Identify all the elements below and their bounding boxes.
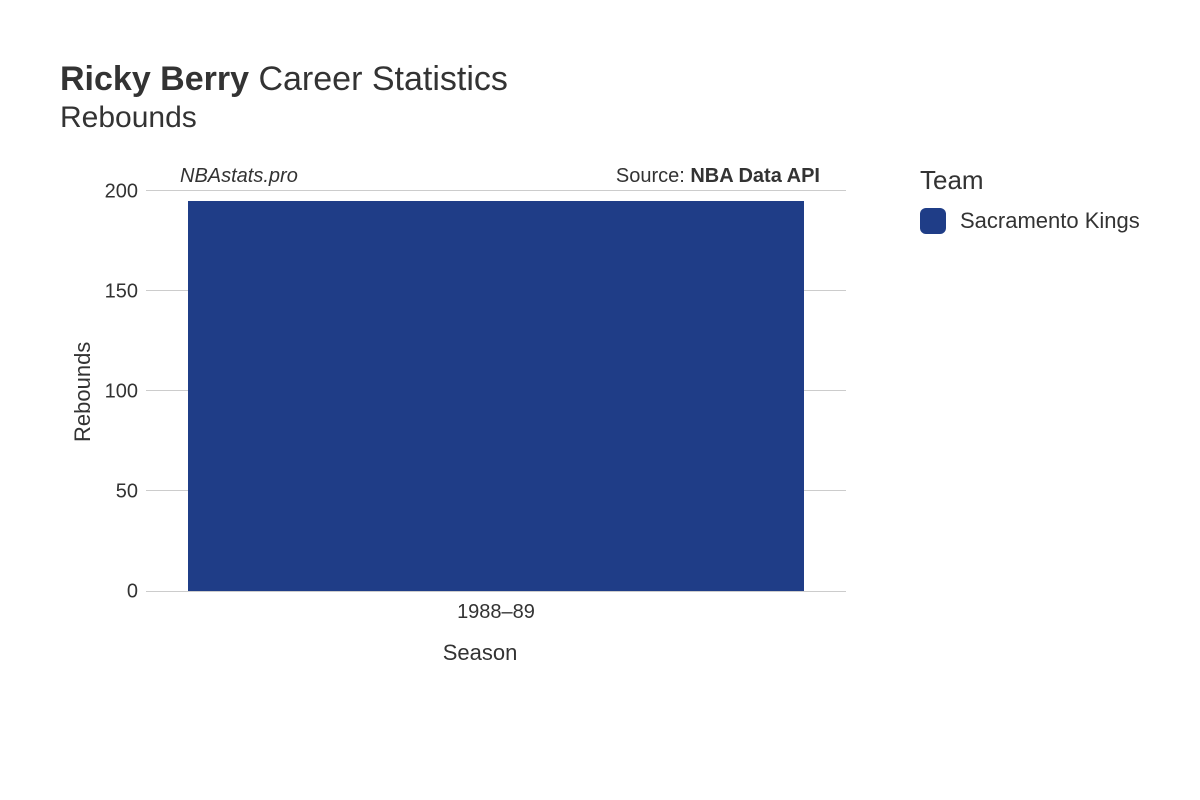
y-axis-ticks: 050100150200 bbox=[96, 192, 146, 592]
title-suffix: Career Statistics bbox=[258, 60, 507, 98]
legend-items: Sacramento Kings bbox=[920, 208, 1140, 234]
legend-title: Team bbox=[920, 165, 1140, 196]
player-name: Ricky Berry bbox=[60, 60, 249, 98]
gridline bbox=[146, 190, 846, 191]
chart-container: Ricky Berry Career Statistics Rebounds N… bbox=[0, 0, 1200, 705]
y-tick: 100 bbox=[105, 381, 138, 404]
plot-region: 1988–89 bbox=[146, 192, 846, 592]
legend-label: Sacramento Kings bbox=[960, 208, 1140, 234]
chart-subtitle: Rebounds bbox=[60, 101, 1160, 135]
x-tick-label: 1988–89 bbox=[457, 601, 535, 624]
x-axis-label: Season bbox=[130, 640, 830, 666]
y-tick: 150 bbox=[105, 281, 138, 304]
source-prefix: Source: bbox=[616, 165, 690, 187]
watermark-text: NBAstats.pro bbox=[130, 165, 298, 188]
legend: Team Sacramento Kings bbox=[920, 165, 1140, 234]
legend-item: Sacramento Kings bbox=[920, 208, 1140, 234]
y-axis-label: Rebounds bbox=[60, 192, 96, 592]
source-text: Source: NBA Data API bbox=[616, 165, 820, 188]
legend-swatch bbox=[920, 208, 946, 234]
bar bbox=[188, 201, 804, 591]
source-name: NBA Data API bbox=[690, 165, 820, 187]
plot-wrap: Rebounds 050100150200 1988–89 bbox=[60, 192, 1160, 592]
y-tick: 200 bbox=[105, 181, 138, 204]
y-tick: 0 bbox=[127, 581, 138, 604]
y-tick: 50 bbox=[116, 481, 138, 504]
chart-meta-row: NBAstats.pro Source: NBA Data API bbox=[130, 165, 820, 188]
chart-title-block: Ricky Berry Career Statistics Rebounds bbox=[60, 60, 1160, 135]
chart-title: Ricky Berry Career Statistics bbox=[60, 60, 1160, 99]
chart-area: NBAstats.pro Source: NBA Data API Reboun… bbox=[60, 165, 1160, 665]
